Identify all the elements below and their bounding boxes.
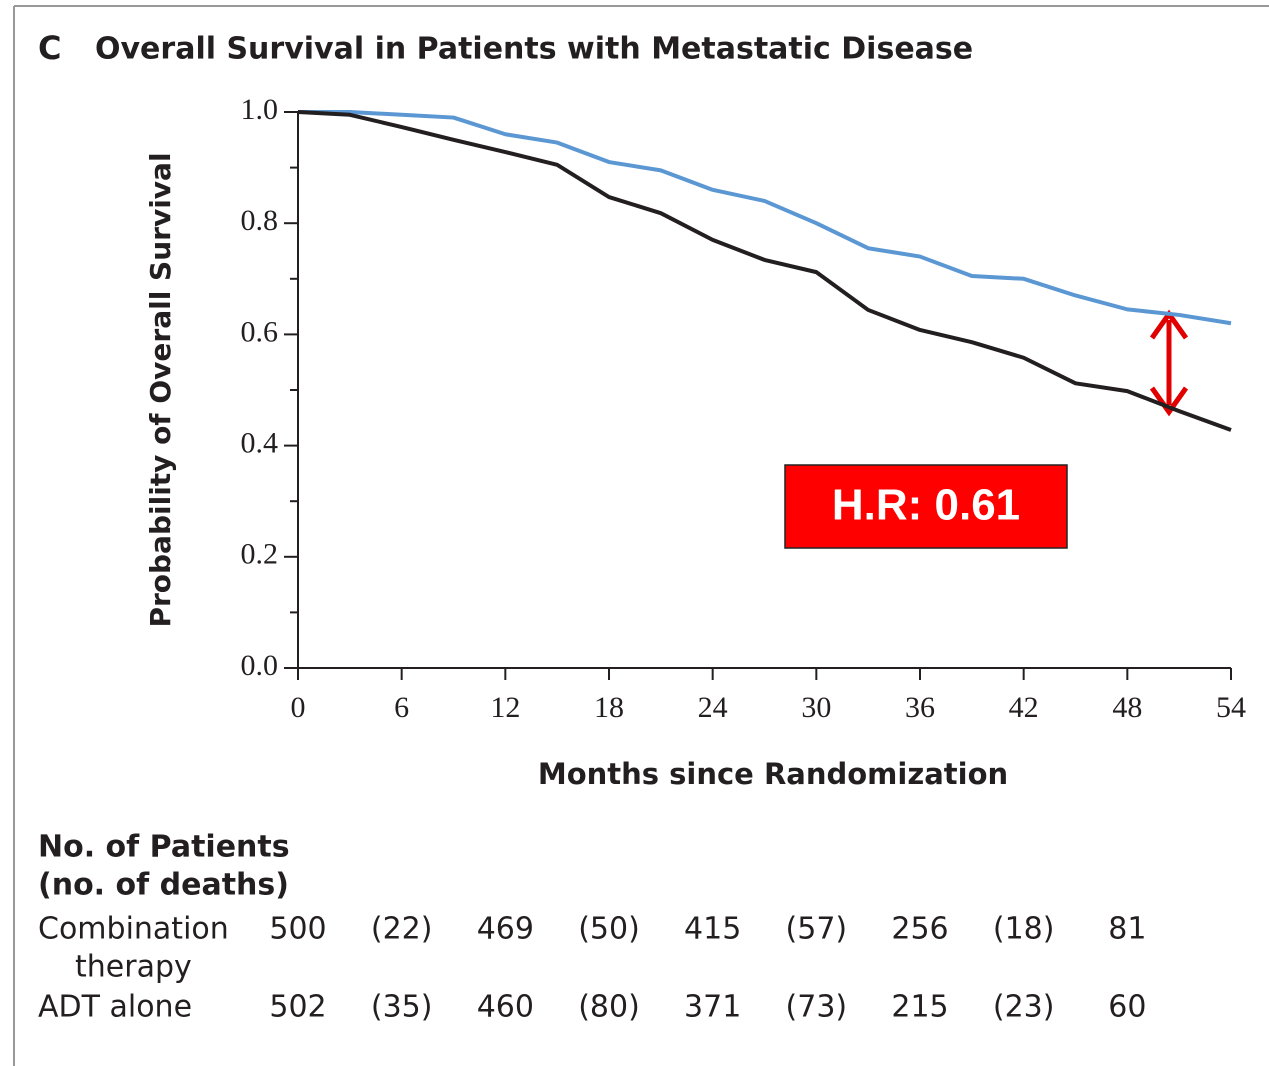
risk-cell: (23)	[993, 990, 1055, 1025]
risk-cell: 256	[891, 912, 948, 947]
risk-cell: 371	[684, 990, 741, 1025]
x-tick-label: 6	[394, 691, 409, 724]
risk-cell: 460	[477, 990, 534, 1025]
risk-table-title: (no. of deaths)	[38, 868, 289, 903]
annotation-box	[784, 464, 1068, 549]
risk-cell: (57)	[786, 912, 848, 947]
risk-cell: 415	[684, 912, 741, 947]
y-tick-label: 0.4	[241, 426, 279, 459]
x-tick-label: 30	[801, 691, 831, 724]
x-tick-label: 12	[490, 691, 520, 724]
y-tick-label: 0.0	[241, 649, 279, 682]
panel-label: C	[38, 29, 61, 67]
risk-cell: (73)	[786, 990, 848, 1025]
risk-cell: (18)	[993, 912, 1055, 947]
risk-cell: 81	[1108, 912, 1146, 947]
survival-curve	[297, 110, 1232, 432]
risk-cell: 469	[477, 912, 534, 947]
x-tick-label: 24	[698, 691, 728, 724]
x-tick-label: 54	[1216, 691, 1246, 724]
y-tick-label: 0.2	[241, 538, 279, 571]
x-tick-label: 0	[291, 691, 306, 724]
risk-table-title: No. of Patients	[38, 830, 290, 865]
row-label: Combination	[38, 912, 229, 947]
x-tick-label: 48	[1112, 691, 1142, 724]
risk-cell: (80)	[578, 990, 640, 1025]
row-label: therapy	[75, 950, 192, 985]
y-tick-label: 0.8	[241, 204, 279, 237]
x-tick-label: 42	[1009, 691, 1039, 724]
x-axis-title: Months since Randomization	[538, 757, 1008, 791]
y-tick-label: 1.0	[241, 93, 279, 126]
arrow-head	[1149, 386, 1189, 417]
risk-cell: (22)	[371, 912, 433, 947]
risk-cell: (35)	[371, 990, 433, 1025]
risk-cell: (50)	[578, 912, 640, 947]
annotation: H.R: 0.61	[832, 481, 1020, 530]
x-tick-label: 18	[594, 691, 624, 724]
chart-title: Overall Survival in Patients with Metast…	[95, 32, 973, 67]
risk-cell: 502	[269, 990, 326, 1025]
risk-cell: 215	[891, 990, 948, 1025]
row-label: ADT alone	[38, 990, 192, 1025]
y-axis-title: Probability of Overall Survival	[144, 152, 177, 627]
y-tick-label: 0.6	[241, 315, 279, 348]
risk-cell: 60	[1108, 990, 1146, 1025]
survival-curve	[298, 110, 1232, 326]
risk-cell: 500	[269, 912, 326, 947]
x-tick-label: 36	[905, 691, 935, 724]
